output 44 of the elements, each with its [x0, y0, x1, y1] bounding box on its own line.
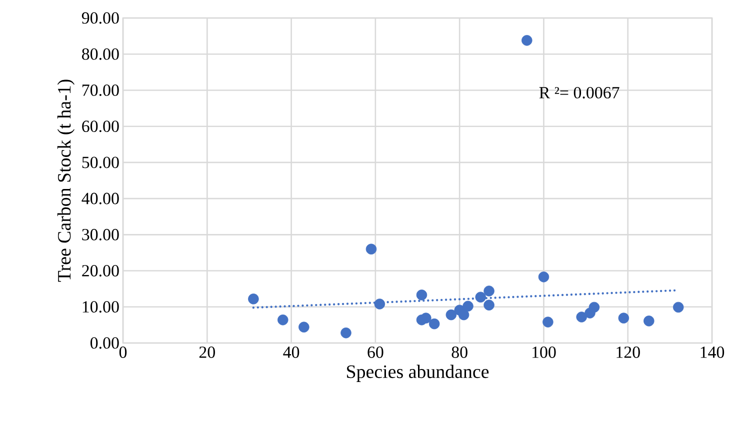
point [672, 302, 684, 313]
point [644, 316, 654, 326]
point [366, 244, 377, 254]
x-tick-label: 140 [700, 346, 724, 358]
y-tick-label: 20.00 [82, 265, 119, 277]
point [446, 309, 457, 320]
x-tick-label: 120 [616, 346, 640, 358]
annotation: R ²= 0.0067 [539, 86, 620, 98]
y-axis-title: Tree Carbon Stock (t ha-1) [57, 80, 75, 282]
point [588, 302, 600, 313]
point [618, 312, 630, 324]
point [576, 312, 587, 322]
y-tick-label: 40.00 [82, 192, 119, 204]
x-tick-label: 0 [119, 346, 127, 358]
x-axis-title: Species abundance [347, 364, 489, 382]
x-tick-label: 20 [199, 346, 215, 358]
point [420, 312, 432, 324]
point [277, 314, 288, 326]
y-tick-label: 30.00 [82, 228, 119, 240]
point [298, 322, 310, 332]
y-tick-label: 70.00 [82, 84, 119, 96]
y-tick-label: 60.00 [82, 120, 119, 132]
point [416, 290, 428, 300]
point [458, 309, 470, 320]
point [542, 316, 554, 328]
point [248, 294, 259, 304]
y-tick-label: 50.00 [82, 156, 119, 168]
point [462, 300, 474, 312]
x-tick-label: 40 [283, 346, 300, 358]
y-tick-label: 10.00 [82, 301, 119, 313]
y-tick-label: 90.00 [82, 12, 119, 24]
point [538, 272, 550, 282]
point [522, 35, 532, 46]
y-tick-label: 0.00 [90, 337, 119, 349]
point [374, 298, 386, 310]
point [484, 286, 494, 296]
y-tick-label: 80.00 [82, 48, 119, 60]
point [475, 292, 486, 303]
x-tick-label: 100 [532, 346, 556, 358]
x-tick-label: 80 [452, 346, 468, 358]
x-tick-label: 60 [368, 346, 384, 358]
point [484, 300, 494, 310]
point [340, 328, 352, 338]
point [428, 318, 440, 330]
